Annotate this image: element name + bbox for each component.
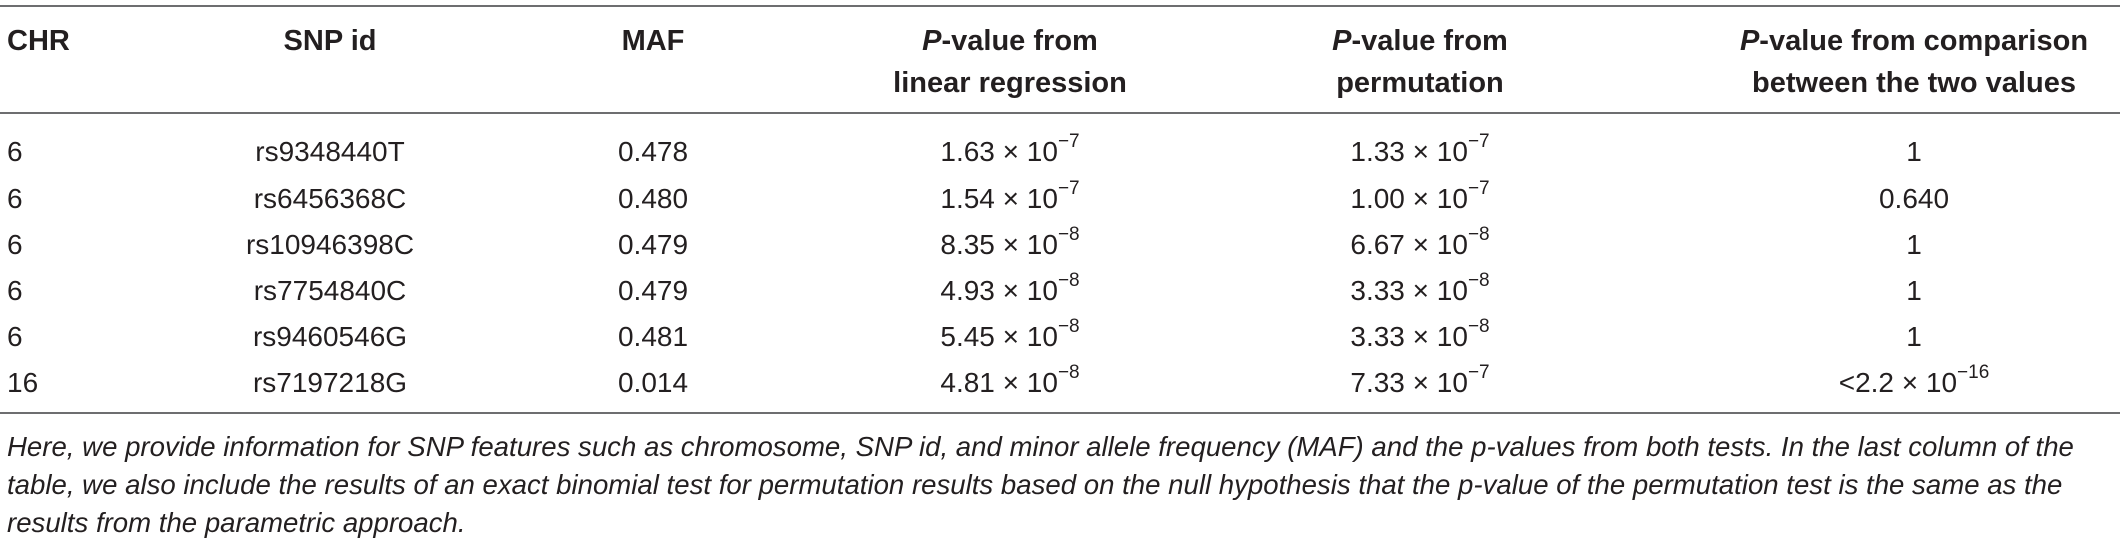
cell-snp-id: rs7754840C (253, 275, 407, 306)
cell-p-linear-regression: 5.45 × 10−8 (940, 313, 1079, 360)
header-text: -value from comparison (1759, 25, 2089, 57)
value-mantissa: 5.45 × 10 (940, 321, 1058, 352)
header-snp-id: SNP id (283, 25, 377, 57)
cell-p-permutation: 3.33 × 10−8 (1350, 313, 1489, 360)
cell-p-permutation: 7.33 × 10−7 (1350, 359, 1489, 406)
header-text: -value from (941, 25, 1098, 57)
cell-chr: 6 (7, 321, 23, 352)
value-mantissa: 1.33 × 10 (1350, 136, 1468, 167)
value-mantissa: 3.33 × 10 (1350, 321, 1468, 352)
cell-maf: 0.481 (617, 321, 689, 352)
value-exponent: −7 (1467, 131, 1490, 152)
value-mantissa: 1.54 × 10 (940, 183, 1058, 214)
cell-p-comparison: 0.640 (1879, 175, 1949, 222)
value-mantissa: 8.35 × 10 (940, 229, 1058, 260)
value-exponent: −8 (1057, 362, 1080, 383)
value-exponent: −8 (1467, 270, 1490, 291)
header-text: linear regression (893, 67, 1127, 99)
value-mantissa: 4.81 × 10 (940, 367, 1058, 398)
cell-maf: 0.478 (617, 136, 689, 167)
cell-maf: 0.479 (617, 229, 689, 260)
table-row: 16 rs7197218G 0.014 4.81 × 10−8 7.33 × 10−7 <… (0, 359, 2120, 406)
table-top-rule (0, 5, 2120, 7)
value-mantissa: 1.00 × 10 (1350, 183, 1468, 214)
cell-p-comparison: 1 (1906, 313, 1922, 360)
value-exponent: −7 (1057, 178, 1080, 199)
cell-p-comparison: 1 (1906, 221, 1922, 268)
header-text: -value from (1351, 25, 1508, 57)
cell-snp-id: rs9348440T (255, 136, 405, 167)
cell-p-comparison: <2.2 × 10−16 (1839, 359, 1990, 406)
value-exponent: −7 (1467, 362, 1490, 383)
value-mantissa: 4.93 × 10 (940, 275, 1058, 306)
cell-snp-id: rs9460546G (252, 321, 408, 352)
value-exponent: −7 (1467, 178, 1490, 199)
cell-maf: 0.480 (617, 183, 689, 214)
cell-chr: 6 (7, 275, 23, 306)
cell-p-permutation: 3.33 × 10−8 (1350, 267, 1489, 314)
cell-snp-id: rs10946398C (245, 229, 415, 260)
table-row: 6 rs10946398C 0.479 8.35 × 10−8 6.67 × 10−8 1 (0, 221, 2120, 268)
value-mantissa: 1.63 × 10 (940, 136, 1058, 167)
cell-maf: 0.479 (617, 275, 689, 306)
cell-p-linear-regression: 1.63 × 10−7 (940, 128, 1079, 175)
value-exponent: −8 (1467, 316, 1490, 337)
value-exponent: −7 (1057, 131, 1080, 152)
value-mantissa: 1 (1906, 136, 1922, 167)
header-text: permutation (1336, 67, 1504, 99)
cell-chr: 6 (7, 136, 23, 167)
cell-p-linear-regression: 1.54 × 10−7 (940, 175, 1079, 222)
value-mantissa: 6.67 × 10 (1350, 229, 1468, 260)
cell-maf: 0.014 (617, 367, 689, 398)
cell-p-comparison: 1 (1906, 128, 1922, 175)
cell-p-linear-regression: 4.81 × 10−8 (940, 359, 1079, 406)
value-exponent: −8 (1467, 224, 1490, 245)
header-p-comparison: P-value from comparison between the two … (1740, 20, 2088, 104)
table-header-rule (0, 112, 2120, 114)
header-chr: CHR (7, 25, 70, 57)
table-caption: Here, we provide information for SNP fea… (7, 431, 2074, 538)
table-row: 6 rs9460546G 0.481 5.45 × 10−8 3.33 × 10−8 1 (0, 313, 2120, 360)
cell-chr: 16 (7, 367, 39, 398)
table-bottom-rule (0, 412, 2120, 414)
cell-snp-id: rs7197218G (252, 367, 408, 398)
header-text: between the two values (1752, 67, 2076, 99)
value-exponent: −8 (1057, 224, 1080, 245)
value-mantissa: 7.33 × 10 (1350, 367, 1468, 398)
header-p-italic: P (1332, 25, 1352, 57)
value-mantissa: 1 (1906, 229, 1922, 260)
cell-p-comparison: 1 (1906, 267, 1922, 314)
value-mantissa: 1 (1906, 275, 1922, 306)
cell-p-permutation: 6.67 × 10−8 (1350, 221, 1489, 268)
table-row: 6 rs9348440T 0.478 1.63 × 10−7 1.33 × 10−7 1 (0, 128, 2120, 175)
table-row: 6 rs6456368C 0.480 1.54 × 10−7 1.00 × 10−7 0.… (0, 175, 2120, 222)
header-p-linear-regression: P-value from linear regression (893, 20, 1127, 104)
cell-chr: 6 (7, 229, 23, 260)
header-p-permutation: P-value from permutation (1332, 20, 1508, 104)
value-mantissa: 1 (1906, 321, 1922, 352)
value-exponent: −8 (1057, 316, 1080, 337)
value-exponent: −8 (1057, 270, 1080, 291)
cell-p-linear-regression: 8.35 × 10−8 (940, 221, 1079, 268)
cell-snp-id: rs6456368C (253, 183, 407, 214)
cell-p-permutation: 1.33 × 10−7 (1350, 128, 1489, 175)
table-row: 6 rs7754840C 0.479 4.93 × 10−8 3.33 × 10−8 1 (0, 267, 2120, 314)
cell-p-permutation: 1.00 × 10−7 (1350, 175, 1489, 222)
value-exponent: −16 (1957, 362, 1990, 383)
header-p-italic: P (922, 25, 942, 57)
cell-chr: 6 (7, 183, 23, 214)
cell-p-linear-regression: 4.93 × 10−8 (940, 267, 1079, 314)
header-maf: MAF (621, 25, 685, 57)
value-mantissa: <2.2 × 10 (1838, 367, 1958, 398)
header-p-italic: P (1739, 25, 1760, 57)
value-mantissa: 0.640 (1878, 183, 1950, 214)
value-mantissa: 3.33 × 10 (1350, 275, 1468, 306)
